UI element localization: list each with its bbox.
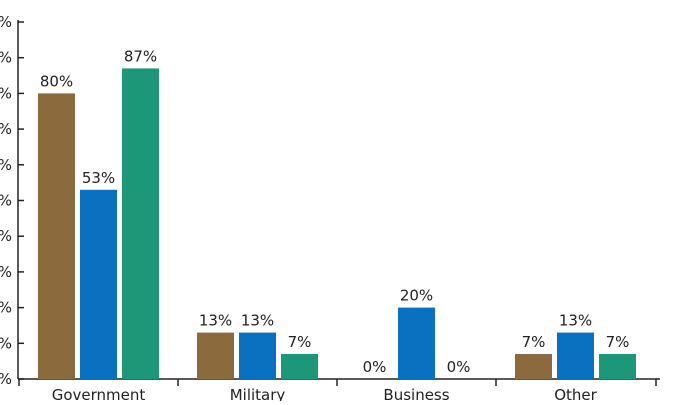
x-category-label: Military bbox=[230, 386, 286, 401]
y-tick-label: % bbox=[0, 84, 12, 102]
data-labels: 80% 53% 87% 13% 13% 7% 0% 20% 0% 7% 13% 7% bbox=[40, 47, 630, 376]
data-label: 53% bbox=[82, 169, 115, 187]
y-tick-label: % bbox=[0, 299, 12, 317]
y-tick-label: % bbox=[0, 263, 12, 281]
bar bbox=[515, 354, 552, 379]
data-label: 7% bbox=[288, 333, 312, 351]
data-label: 20% bbox=[400, 287, 433, 305]
bar bbox=[557, 332, 594, 379]
x-category-label: Other bbox=[554, 386, 597, 401]
bar bbox=[398, 307, 435, 379]
y-tick-label: % bbox=[0, 227, 12, 245]
data-label: 13% bbox=[199, 312, 232, 330]
x-axis: Government Military Business Other bbox=[18, 378, 660, 404]
bar bbox=[197, 332, 234, 379]
data-label: 0% bbox=[447, 358, 471, 376]
y-tick-label: % bbox=[0, 49, 12, 67]
bar bbox=[599, 354, 636, 379]
bar bbox=[281, 354, 318, 379]
y-tick-label: % bbox=[0, 120, 12, 138]
data-label: 0% bbox=[363, 358, 387, 376]
bar bbox=[122, 68, 159, 379]
data-label: 80% bbox=[40, 72, 73, 90]
y-tick-label: % bbox=[0, 370, 12, 388]
x-category-label: Business bbox=[383, 386, 449, 401]
x-category-label: Government bbox=[52, 386, 146, 401]
data-label: 7% bbox=[606, 333, 630, 351]
data-label: 87% bbox=[124, 47, 157, 65]
y-tick-label: % bbox=[0, 156, 12, 174]
data-label: 13% bbox=[559, 312, 592, 330]
bar bbox=[38, 93, 75, 380]
data-label: 13% bbox=[241, 312, 274, 330]
y-tick-label: % bbox=[0, 13, 12, 31]
bar bbox=[80, 189, 117, 379]
bar bbox=[239, 332, 276, 379]
y-axis: %%%%%%%%%%% bbox=[0, 13, 24, 388]
y-tick-label: % bbox=[0, 192, 12, 210]
data-label: 7% bbox=[522, 333, 546, 351]
bars bbox=[38, 68, 636, 380]
y-tick-label: % bbox=[0, 334, 12, 352]
